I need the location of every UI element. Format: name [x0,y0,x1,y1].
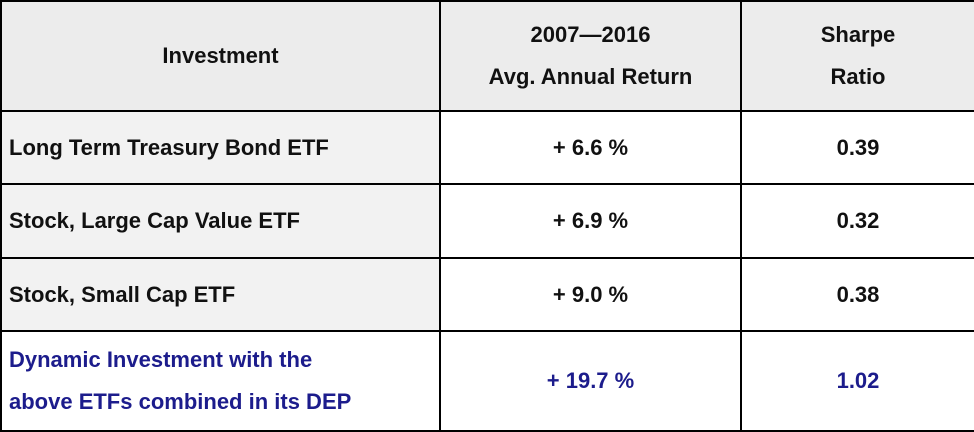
investment-name-text: Stock, Large Cap Value ETF [9,208,300,234]
table-row: Long Term Treasury Bond ETF + 6.6 % 0.39 [0,110,974,186]
header-return-period: 2007—2016 [530,22,651,48]
sharpe-cell: 0.39 [740,110,974,186]
table-row: Stock, Small Cap ETF + 9.0 % 0.38 [0,256,974,333]
header-investment: Investment [0,0,441,113]
investment-name-text: Stock, Small Cap ETF [9,281,236,307]
header-return-label: Avg. Annual Return [488,64,693,90]
investment-name: Stock, Small Cap ETF [0,256,441,333]
sharpe-cell: 1.02 [740,330,974,432]
table-row-highlight: Dynamic Investment with the above ETFs c… [0,330,974,432]
sharpe-cell: 0.38 [740,256,974,333]
header-investment-label: Investment [162,43,279,69]
table-row: Stock, Large Cap Value ETF + 6.9 % 0.32 [0,183,974,259]
header-return: 2007—2016 Avg. Annual Return [439,0,742,113]
investment-name-text: Long Term Treasury Bond ETF [9,134,329,160]
header-sharpe-line1: Sharpe [820,22,896,48]
sharpe-cell: 0.32 [740,183,974,259]
investment-name: Stock, Large Cap Value ETF [0,183,441,259]
investment-name-line2: above ETFs combined in its DEP [9,389,352,415]
header-sharpe-line2: Ratio [830,64,886,90]
header-row: Investment 2007—2016 Avg. Annual Return … [0,0,974,113]
investment-name: Long Term Treasury Bond ETF [0,110,441,186]
return-cell: + 6.9 % [439,183,742,259]
investment-name-line1: Dynamic Investment with the [9,347,313,373]
header-sharpe: Sharpe Ratio [740,0,974,113]
return-cell: + 6.6 % [439,110,742,186]
investment-name: Dynamic Investment with the above ETFs c… [0,330,441,432]
return-cell: + 9.0 % [439,256,742,333]
return-cell: + 19.7 % [439,330,742,432]
